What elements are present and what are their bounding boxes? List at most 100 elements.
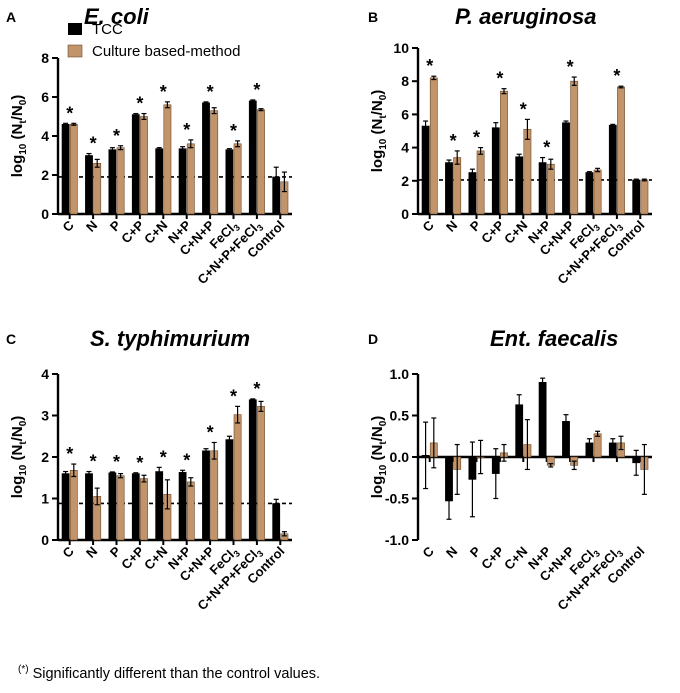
significance-star: * <box>136 453 143 473</box>
bar-culture <box>93 163 102 215</box>
x-tick-label: C <box>420 217 438 235</box>
bar-tcc <box>155 148 164 215</box>
panel-title: E. coli <box>84 4 150 29</box>
x-tick-label: C+P <box>478 217 507 246</box>
y-tick-label: 0 <box>41 532 49 548</box>
significance-star: * <box>160 447 167 467</box>
bar-tcc <box>225 149 234 215</box>
bar-tcc <box>108 472 117 541</box>
x-tick-label: C+P <box>118 217 147 246</box>
bar-tcc <box>178 472 187 541</box>
bar-tcc <box>421 125 430 215</box>
x-tick-label: C+N <box>141 544 170 573</box>
bar-tcc <box>85 155 93 215</box>
significance-star: * <box>207 82 214 102</box>
bar-tcc <box>538 381 547 458</box>
x-tick-label: C+N <box>501 544 530 573</box>
bar-culture <box>257 406 265 541</box>
x-tick-label: C+N <box>501 218 530 247</box>
y-tick-label: 2 <box>41 449 49 465</box>
y-tick-label: 4 <box>401 140 409 156</box>
y-tick-label: 6 <box>41 89 49 105</box>
bar-tcc <box>468 172 477 215</box>
bar-tcc <box>131 473 140 541</box>
bar-culture <box>640 179 649 215</box>
panel-letter: D <box>368 331 378 347</box>
bar-culture <box>523 129 532 215</box>
significance-star: * <box>66 103 73 123</box>
significance-star: * <box>183 450 190 470</box>
legend-label-culture: Culture based-method <box>92 43 240 60</box>
bar-culture <box>570 80 579 215</box>
bar-tcc <box>562 122 570 215</box>
significance-star: * <box>90 452 97 472</box>
bar-culture <box>429 77 438 215</box>
significance-star: * <box>113 452 120 472</box>
bar-tcc <box>202 102 210 215</box>
x-tick-label: C <box>60 543 78 561</box>
y-tick-label: 1.0 <box>390 366 410 382</box>
y-tick-label: 8 <box>41 50 49 66</box>
bar-culture <box>69 124 78 215</box>
y-tick-label: 2 <box>401 173 409 189</box>
bar-tcc <box>178 148 187 215</box>
bar-culture <box>163 104 172 215</box>
y-axis-label: log10 (Nt/N0) <box>369 90 389 173</box>
panel-d: D Ent. faecalis -1.0 -0.5 0.0 0.5 1.0 log10 (Nt… <box>368 326 652 613</box>
panel-title: P. aeruginosa <box>455 4 596 29</box>
significance-star: * <box>426 56 433 76</box>
y-tick-label: 8 <box>401 73 409 89</box>
bar-tcc <box>585 172 594 215</box>
panel-title: S. typhimurium <box>90 326 250 351</box>
significance-star: * <box>183 120 190 140</box>
legend-swatch-tcc <box>68 23 82 35</box>
panel-title: Ent. faecalis <box>490 326 618 351</box>
significance-star: * <box>450 131 457 151</box>
panel-letter: B <box>368 9 378 25</box>
bar-tcc <box>272 503 281 541</box>
significance-star: * <box>613 66 620 86</box>
legend-swatch-culture <box>67 44 83 58</box>
significance-star: * <box>230 386 237 406</box>
bar-tcc <box>515 156 524 215</box>
y-tick-label: 6 <box>401 106 409 122</box>
y-tick-label: 4 <box>41 366 49 382</box>
bar-culture <box>233 143 242 215</box>
significance-star: * <box>90 134 97 154</box>
x-tick-label: C <box>420 543 438 561</box>
y-tick-label: -0.5 <box>385 491 409 507</box>
footnote-marker: (*) <box>18 664 29 675</box>
bar-tcc <box>61 124 70 215</box>
bar-culture <box>140 116 148 215</box>
bar-culture <box>593 169 602 215</box>
bar-tcc <box>248 399 257 541</box>
significance-star: * <box>160 82 167 102</box>
significance-star: * <box>113 126 120 146</box>
bar-tcc <box>632 179 641 215</box>
significance-star: * <box>66 444 73 464</box>
bar-tcc <box>202 450 210 541</box>
footnote-text: Significantly different than the control… <box>32 665 321 682</box>
y-tick-label: 1 <box>41 491 49 507</box>
y-tick-label: 0 <box>401 206 409 222</box>
bar-tcc <box>538 162 547 215</box>
x-tick-label: N <box>443 218 460 235</box>
x-tick-label: C+N <box>141 218 170 247</box>
bar-tcc <box>248 100 257 215</box>
bar-culture <box>617 86 625 215</box>
y-axis-label: log10 (Nt/N0) <box>9 416 29 499</box>
bar-culture <box>476 150 485 215</box>
x-tick-label: C+P <box>118 543 147 572</box>
bar-tcc <box>608 124 617 215</box>
y-axis-label: log10 (Nt/N0) <box>9 95 29 178</box>
bar-tcc <box>85 473 93 541</box>
bar-culture <box>210 110 219 215</box>
y-tick-label: 0.0 <box>390 449 410 465</box>
bar-culture <box>116 475 125 541</box>
bar-culture <box>453 157 462 215</box>
y-tick-label: 3 <box>41 408 49 424</box>
